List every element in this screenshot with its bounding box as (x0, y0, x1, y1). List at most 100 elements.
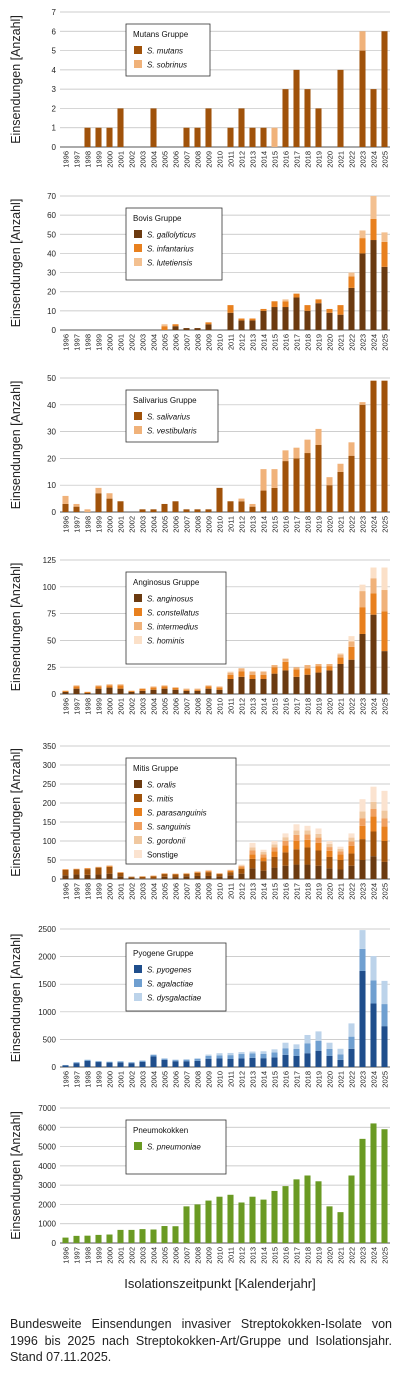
bar-segment (150, 1054, 157, 1057)
bar-segment (150, 1229, 157, 1243)
y-tick-label: 0 (52, 326, 57, 335)
x-tick-label: 2008 (194, 334, 203, 351)
x-tick-label: 2018 (304, 698, 313, 715)
bar-segment (194, 127, 201, 147)
x-tick-label: 2009 (205, 1071, 214, 1088)
x-tick-label: 1998 (84, 1247, 93, 1264)
bar-segment (194, 872, 201, 873)
legend-entry-label: S. pneumoniae (147, 1143, 201, 1152)
bar-segment (359, 31, 366, 51)
x-tick-label: 1998 (84, 516, 93, 533)
x-tick-label: 2010 (216, 1247, 225, 1264)
bar-segment (117, 108, 124, 147)
bar-segment (359, 50, 366, 148)
bar-segment (139, 690, 146, 694)
bar-segment (73, 874, 80, 879)
bar-segment (326, 670, 333, 694)
legend-box (125, 1119, 227, 1175)
chart-panel-5: 0 50 100 150 200 250 300 350 Einsendungen [Anzah… (9, 742, 390, 900)
x-tick-label: 2002 (128, 1071, 137, 1088)
legend: Mutans Gruppe S. mutans S. sobrinus (125, 23, 211, 77)
bar-segment (73, 685, 80, 687)
y-axis-label: Einsendungen [Anzahl] (9, 381, 23, 510)
bar-segment (381, 567, 388, 591)
x-tick-label: 1997 (73, 883, 82, 900)
y-tick-label: 50 (47, 230, 56, 239)
bar-segment (205, 870, 212, 872)
x-tick-label: 2009 (205, 883, 214, 900)
x-tick-label: 2009 (205, 698, 214, 715)
bar-segment (282, 658, 289, 662)
bar-segment (359, 1138, 366, 1243)
x-tick-label: 2001 (117, 516, 126, 533)
bar-segment (249, 674, 256, 679)
x-tick-label: 2023 (359, 1247, 368, 1264)
x-tick-label: 2025 (381, 151, 390, 168)
legend-entry-label: S. agalactiae (147, 980, 194, 989)
bar-segment (370, 240, 377, 330)
bar-segment (348, 865, 355, 879)
y-tick-label: 6 (52, 27, 57, 36)
bar-segment (106, 866, 113, 867)
bar-segment (293, 849, 300, 865)
bar-segment (370, 831, 377, 857)
bar-segment (150, 1056, 157, 1067)
legend-entry-label: S. salivarius (147, 413, 190, 422)
y-tick-label: 1 (52, 124, 57, 133)
y-tick-label: 5000 (38, 1143, 56, 1152)
bar-segment (128, 1062, 135, 1064)
figure-caption: Bundesweite Einsendungen invasiver Strep… (10, 1317, 392, 1364)
chart-panel-6: 0 500 1000 1500 2000 2500 Einsendungen [Anzahl… (9, 925, 390, 1088)
bar-segment (227, 1058, 234, 1067)
x-tick-label: 2000 (106, 883, 115, 900)
y-tick-label: 200 (43, 799, 57, 808)
x-tick-label: 2020 (326, 516, 335, 533)
bar-segment (359, 230, 366, 239)
y-tick-label: 0 (52, 1063, 57, 1072)
x-tick-label: 2003 (139, 1071, 148, 1088)
bar-segment (62, 690, 69, 692)
bar-segment (282, 841, 289, 846)
x-tick-label: 2008 (194, 151, 203, 168)
x-tick-label: 1998 (84, 883, 93, 900)
bar-segment (337, 1212, 344, 1243)
x-tick-label: 2016 (282, 1247, 291, 1264)
bar-segment (271, 487, 278, 512)
x-tick-label: 2011 (227, 516, 236, 532)
x-axis-label: Isolationszeitpunkt [Kalenderjahr] (124, 1276, 316, 1291)
y-tick-label: 70 (47, 192, 56, 201)
legend-swatch (134, 412, 142, 420)
bar-segment (293, 1048, 300, 1056)
y-tick-label: 6000 (38, 1123, 56, 1132)
legend-swatch (134, 1142, 142, 1150)
bar-segment (359, 402, 366, 405)
bar-segment (293, 1055, 300, 1067)
x-tick-label: 2025 (381, 883, 390, 900)
bar-segment (238, 108, 245, 147)
bar-segment (205, 324, 212, 330)
legend-swatch (134, 993, 142, 1001)
x-tick-label: 2002 (128, 516, 137, 533)
bar-segment (304, 825, 311, 831)
x-tick-label: 2021 (337, 1247, 346, 1264)
bar-segment (150, 878, 157, 879)
y-tick-label: 1000 (38, 1008, 56, 1017)
x-tick-label: 2003 (139, 516, 148, 533)
x-tick-label: 2014 (260, 1247, 269, 1264)
bar-segment (260, 678, 267, 694)
bar-segment (161, 503, 168, 512)
x-tick-label: 2022 (348, 698, 357, 715)
bar-segment (161, 1226, 168, 1243)
x-tick-label: 1997 (73, 151, 82, 168)
bar-segment (139, 1229, 146, 1243)
bar-segment (117, 872, 124, 877)
bar-segment (249, 127, 256, 147)
bar-segment (161, 1058, 168, 1059)
bar-segment (117, 688, 124, 694)
bar-segment (381, 611, 388, 652)
bar-segment (216, 689, 223, 694)
x-tick-label: 2009 (205, 151, 214, 168)
bar-segment (117, 501, 124, 512)
bar-segment (227, 127, 234, 147)
